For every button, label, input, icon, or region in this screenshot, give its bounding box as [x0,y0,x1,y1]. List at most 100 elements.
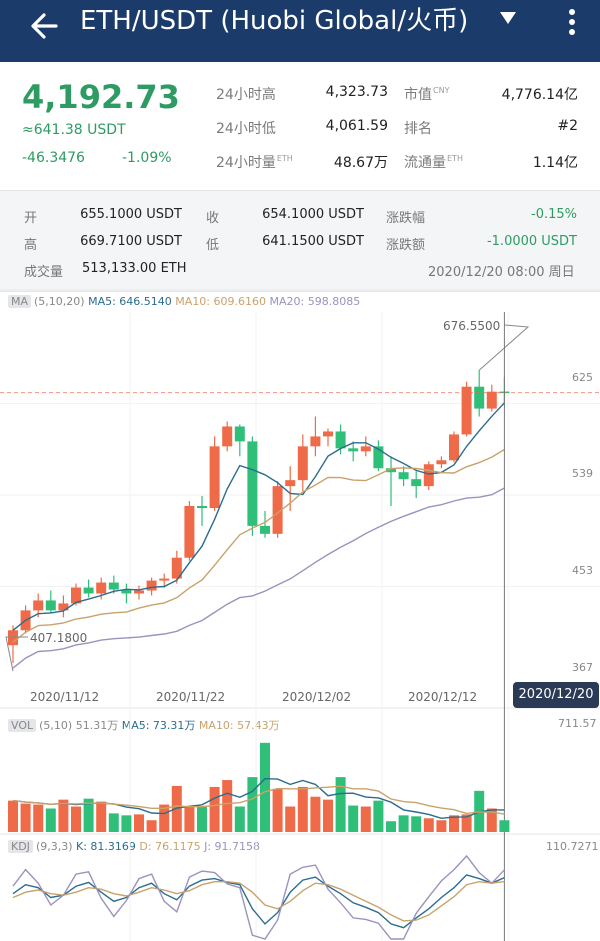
volume-bar [423,818,434,832]
ma20-line [12,487,505,669]
volume-bar [449,815,459,832]
volume-bar [171,785,182,832]
vol-params: (5,10) [39,719,73,732]
open-label: 开 [24,211,38,226]
candle-body [222,426,233,447]
stat-value-supply: 1.14亿 [532,155,578,171]
low-value: 641.1500 USDT [262,234,364,249]
candle-body [398,472,409,480]
y-tick-453: 453 [572,564,593,577]
price-change: -46.3476 [22,150,85,166]
volume-bar [335,777,346,832]
candle-body [234,426,245,442]
kdj-max-label: 110.7271 [546,840,599,853]
candle-body [436,460,447,465]
volume-bar [461,814,472,832]
candle-body [449,434,459,461]
market-title[interactable]: ETH/USDT (Huobi Global/火币) [80,6,469,36]
candle-body [184,506,195,558]
candle-body [348,448,359,452]
candle-body [209,446,220,508]
candle-datetime: 2020/12/20 08:00 周日 [428,265,575,280]
x-date-1122: 2020/11/22 [156,690,226,704]
kdj-legend[interactable]: KDJ (9,3,3) K: 81.3169 D: 76.1175 J: 91.7… [8,840,260,853]
x-date-1112: 2020/11/12 [30,690,100,704]
candle-body [71,587,81,604]
candle-body [486,391,497,409]
vol-tag[interactable]: VOL [8,719,37,732]
ma20-value: MA20: 598.8085 [269,295,361,308]
ma-params: (5,10,20) [34,295,85,308]
candle-body [260,525,270,534]
kdj-d-line [12,880,505,922]
high-value: 669.7100 USDT [80,234,182,249]
chevron-down-icon[interactable] [500,12,516,24]
volume-bar [8,800,18,832]
vol-ma10-value: MA10: 57.43万 [198,719,280,732]
candle-body [461,386,472,435]
volume-bar [184,806,195,832]
volume-bar [398,815,409,832]
y-tick-367: 367 [572,661,593,674]
chg-amt-label: 涨跌额 [386,238,426,253]
candle-body [360,446,371,452]
stat-value-high: 4,323.73 [325,84,388,100]
volume-bar [146,820,157,832]
back-button[interactable] [26,6,66,46]
volume-bar [348,805,359,832]
volume-bar [45,808,56,832]
volume-bar [272,788,283,832]
last-price: 4,192.73 [22,78,180,116]
candle-body [197,506,207,508]
max-price-annotation: 676.5500 [443,319,501,333]
candle-body [58,603,69,611]
candle-body [272,486,283,534]
kdj-tag[interactable]: KDJ [8,840,33,853]
ma-legend[interactable]: MA (5,10,20) MA5: 646.5140 MA10: 609.6160… [8,295,360,308]
ma-tag[interactable]: MA [8,295,32,308]
close-label: 收 [206,211,220,226]
stat-value-rank: #2 [557,118,578,134]
volume-bar [360,806,371,832]
volume-bar [71,806,81,832]
min-annotation-line [5,636,28,672]
stat-label-rank: 排名 [404,121,432,137]
close-value: 654.1000 USDT [262,207,364,222]
candle-body [121,589,132,594]
volume-bar [197,806,207,832]
candle-body [423,464,434,487]
stat-label-volume: 24小时量ETH [216,154,293,171]
more-vertical-icon[interactable] [560,6,584,40]
volume-bar [297,786,308,832]
max-annotation-line [478,324,530,371]
candle-body [108,582,119,590]
candle-body [8,630,18,646]
volume-bar [209,786,220,832]
low-label: 低 [206,238,220,253]
ma5-value: MA5: 646.5140 [88,295,172,308]
candle-body [159,578,170,581]
kdj-j-value: J: 91.7158 [204,840,261,853]
volume-bar [436,820,447,832]
volume-value: 513,133.00 ETH [82,261,187,276]
vol-legend[interactable]: VOL (5,10) 51.31万 MA5: 73.31万 MA10: 57.43… [8,717,280,733]
volume-bar [58,799,69,832]
kdj-k-line [12,874,505,929]
stat-value-mcap: 4,776.14亿 [501,87,578,103]
ma5-line [12,402,505,631]
volume-bar [373,800,384,832]
ma10-line [12,448,505,643]
candle-body [285,480,296,487]
candle-body [171,557,182,579]
min-price-annotation: 407.1800 [30,631,88,645]
stat-label-mcap: 市值CNY [404,86,450,103]
vol-value: 51.31万 [75,719,119,732]
chg-amt-value: -1.0000 USDT [486,234,577,249]
arrow-left-icon [31,13,58,39]
volume-bar [159,804,170,832]
volume-bar [386,821,396,832]
price-cny: ≈641.38 USDT [22,122,126,138]
candle-body [45,600,56,611]
candle-body [373,446,384,469]
